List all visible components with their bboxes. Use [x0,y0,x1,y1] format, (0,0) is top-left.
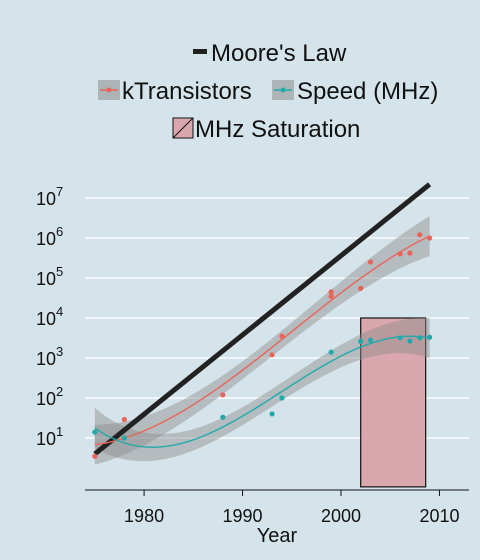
moores-law-line [93,182,432,456]
point-speed-10 [417,335,423,341]
legend-key-ktransistors-point [106,87,112,93]
y-tick-label-5: 106 [36,224,63,249]
moores-law-layer [93,182,432,456]
legend-item-ktransistors: kTransistors [98,78,252,105]
point-speed-2 [220,414,226,420]
point-ktransistors-3 [269,352,275,358]
legend-label-saturation: MHz Saturation [195,116,360,143]
legend-key-speed-point [280,87,286,93]
point-ktransistors-1 [121,416,127,423]
point-speed-8 [397,335,403,341]
point-ktransistors-6 [328,289,334,295]
y-tick-label-2: 103 [36,344,63,369]
point-ktransistors-7 [358,285,364,291]
y-tick-label-0: 101 [36,424,63,449]
point-speed-5 [328,349,334,355]
point-ktransistors-9 [397,251,403,257]
legend-item-speed: Speed (MHz) [272,78,438,105]
y-axis-ticks: 101 102 103 104 105 106 107 [36,184,63,449]
point-ktransistors-0 [92,453,98,459]
point-ktransistors-11 [417,232,423,238]
y-tick-label-3: 104 [36,304,63,329]
x-axis-title: Year [257,525,298,547]
legend-item-saturation: MHz Saturation [172,116,360,143]
x-axis: 1980 1990 2000 2010 [85,489,469,526]
legend-key-moores-law [193,49,207,54]
legend-item-moores-law: Moore's Law [193,40,347,67]
point-ktransistors-2 [220,392,226,398]
y-tick-label-1: 102 [36,384,63,409]
point-ktransistors-5 [328,293,334,299]
legend-label-speed: Speed (MHz) [297,78,438,105]
legend: Moore's Law kTransistors Speed (MHz) MHz… [98,40,438,143]
point-speed-6 [358,338,364,345]
point-ktransistors-8 [367,259,374,265]
point-speed-4 [279,395,285,401]
point-ktransistors-12 [427,235,433,241]
point-speed-0 [92,429,98,435]
saturation-region [360,317,427,488]
series-layer [92,232,433,459]
x-tick-label-1: 1990 [223,506,263,526]
trend-line-speed [94,335,430,448]
point-speed-3 [269,411,275,417]
saturation-region-layer [360,317,427,488]
ribbon-ktransistors [94,216,430,465]
x-tick-label-0: 1980 [124,506,164,526]
point-ktransistors-4 [279,333,285,339]
x-tick-label-2: 2000 [321,506,361,526]
point-speed-7 [367,337,374,343]
y-tick-label-4: 105 [36,264,63,289]
point-speed-9 [407,338,413,344]
point-ktransistors-10 [407,250,413,256]
x-tick-label-3: 2010 [419,506,459,526]
point-speed-11 [427,334,433,340]
point-speed-1 [121,435,127,441]
trend-line-ktransistors [94,235,430,446]
y-tick-label-6: 107 [36,184,63,209]
legend-label-moores-law: Moore's Law [211,40,347,67]
legend-label-ktransistors: kTransistors [122,78,252,105]
legend-key-saturation-slash [172,117,194,139]
